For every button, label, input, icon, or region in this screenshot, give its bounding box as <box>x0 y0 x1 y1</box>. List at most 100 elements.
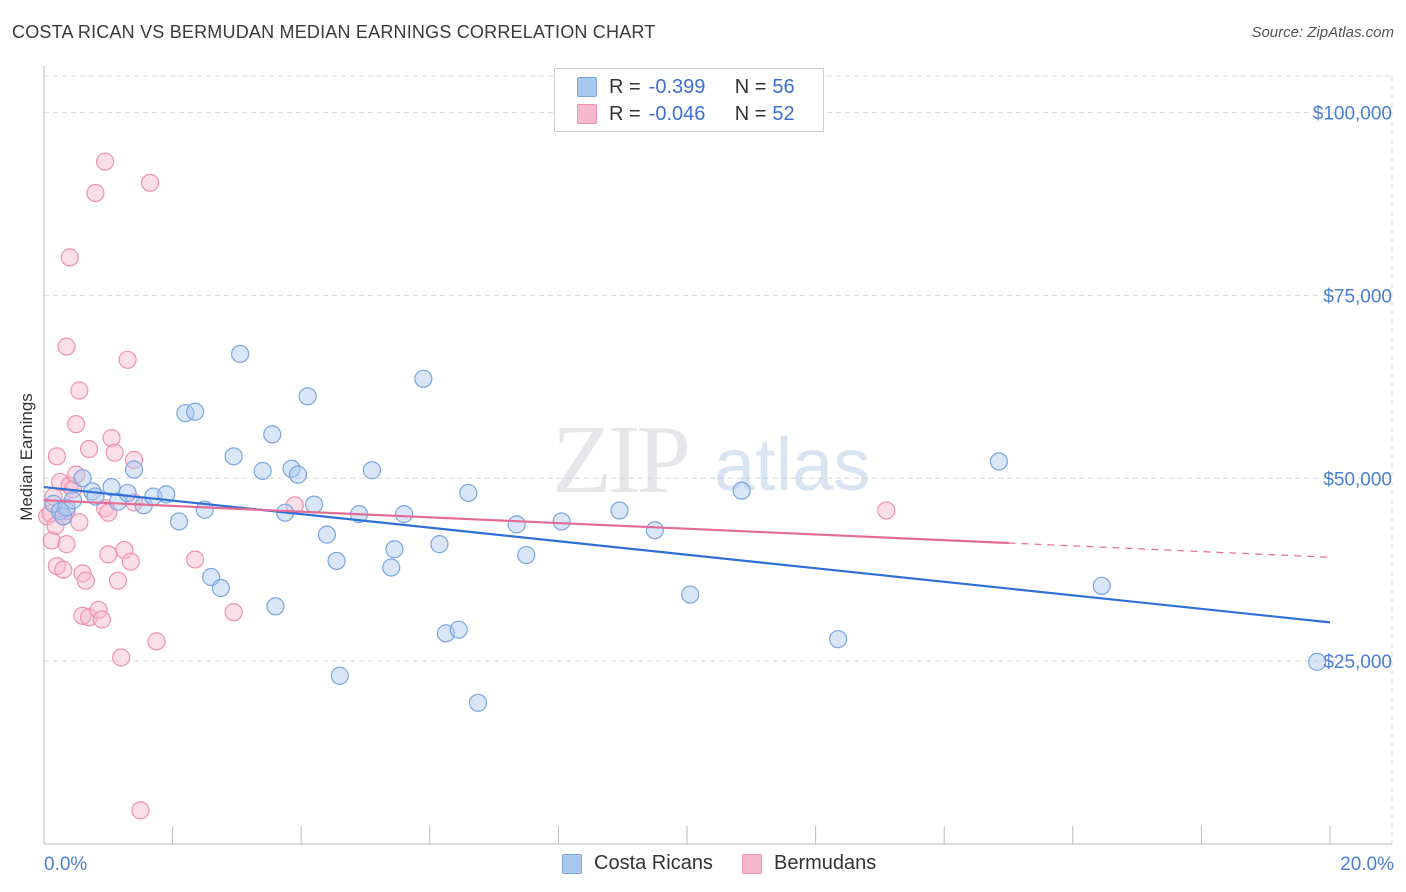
bermudan-point <box>131 801 150 820</box>
watermark-atlas: atlas <box>714 423 870 506</box>
legend-n-value: 56 <box>772 75 795 98</box>
legend-r-value: -0.399 <box>648 75 706 98</box>
y-tick-label: $25,000 <box>1323 652 1392 673</box>
y-tick-label: $50,000 <box>1323 469 1392 490</box>
bermudan-point <box>115 540 134 560</box>
legend-r-value: -0.046 <box>648 102 706 125</box>
costa-rican-point <box>231 344 250 364</box>
watermark: ZIP atlas <box>552 406 870 514</box>
costa-rican-point <box>263 425 282 444</box>
axes <box>43 66 1392 845</box>
legend-r-label: R = <box>609 102 641 125</box>
legend-item-bermudans[interactable]: Bermudans <box>742 852 876 875</box>
costa-rican-point <box>414 369 433 388</box>
bermudan-point <box>42 531 61 550</box>
costa-rican-point <box>304 495 324 514</box>
bermudan-point <box>60 248 79 267</box>
legend-r-label: R = <box>609 75 641 98</box>
legend-n-label: N = <box>734 75 767 98</box>
costa-rican-point <box>288 465 308 484</box>
bermudans-trend-line <box>43 499 1009 545</box>
costa-rican-point <box>610 501 629 520</box>
costa-rican-point <box>552 512 571 531</box>
bermudan-point <box>147 632 166 651</box>
bermudan-point <box>877 501 896 520</box>
bermudan-point <box>57 535 76 554</box>
costa-rican-point <box>327 551 346 571</box>
bermudan-point <box>99 545 118 564</box>
legend-row-costa-ricans: R = -0.399 N = 56 <box>577 75 795 99</box>
legend-swatch-blue <box>577 77 597 97</box>
bermudan-point <box>89 600 108 620</box>
watermark-zip: ZIP <box>552 406 687 514</box>
costa-rican-point <box>330 666 349 685</box>
bermudan-point <box>76 571 95 590</box>
costa-rican-point <box>118 483 137 503</box>
bermudan-point <box>124 450 144 470</box>
costa-rican-point <box>224 447 243 466</box>
costa-rican-point <box>362 461 382 480</box>
bermudan-point <box>224 603 243 622</box>
y-tick-label: $75,000 <box>1323 286 1392 307</box>
costa-rican-point <box>394 505 414 524</box>
x-tick-label-min: 0.0% <box>44 854 87 875</box>
costa-rican-point <box>186 402 205 421</box>
bermudan-point <box>186 550 205 569</box>
legend-row-bermudans: R = -0.046 N = 52 <box>577 102 795 126</box>
y-tick-label: $100,000 <box>1313 104 1392 125</box>
bermudan-point <box>140 173 160 192</box>
bermudan-point <box>79 439 99 459</box>
bermudan-point <box>105 443 124 462</box>
bermudan-point <box>118 350 137 369</box>
bermudans-trend-line-extension <box>1008 542 1331 558</box>
costa-rican-point <box>732 481 751 500</box>
costa-rican-point <box>73 469 92 488</box>
costa-rican-point <box>517 545 536 565</box>
costa-rican-point <box>645 521 664 540</box>
legend-label-costa-ricans: Costa Ricans <box>594 852 713 874</box>
costa-rican-point <box>829 630 848 649</box>
costa-rican-point <box>1308 652 1327 671</box>
bermudan-point <box>47 447 66 466</box>
bermudan-point <box>92 610 111 629</box>
costa-rican-point <box>1092 576 1111 595</box>
costa-rican-point <box>266 597 285 616</box>
bermudan-point <box>46 516 65 535</box>
costa-rican-point <box>430 535 449 554</box>
costa-rican-point <box>382 558 401 577</box>
legend-n-label: N = <box>734 102 767 125</box>
bermudan-point <box>57 337 76 356</box>
legend-label-bermudans: Bermudans <box>774 852 877 874</box>
trend-lines <box>43 485 1331 624</box>
costa-rican-point <box>211 578 230 598</box>
gridlines <box>44 75 1393 844</box>
legend-swatch-pink <box>577 104 597 124</box>
source-label: Source: ZipAtlas.com <box>1251 24 1394 41</box>
costa-rican-point <box>385 540 404 559</box>
costa-rican-point <box>176 404 195 423</box>
costa-rican-point <box>459 483 478 503</box>
series-legend: Costa Ricans Bermudans <box>0 852 1406 878</box>
costa-rican-point <box>317 525 337 544</box>
costa-rican-point <box>298 387 317 406</box>
costa-rican-point <box>124 460 144 479</box>
costa-rican-point <box>169 512 189 531</box>
y-tick-labels: $25,000 $50,000 $75,000 $100,000 <box>1313 104 1392 674</box>
bermudan-point <box>102 428 121 448</box>
legend-swatch-blue <box>562 853 582 874</box>
bermudan-point <box>86 183 105 203</box>
legend-item-costa-ricans[interactable]: Costa Ricans <box>562 852 713 875</box>
costa-rican-point <box>449 620 468 639</box>
bermudan-point <box>73 606 92 625</box>
bermudan-point <box>112 648 131 667</box>
costa-rican-point <box>507 515 526 534</box>
costa-rican-point <box>681 585 700 604</box>
correlation-legend: R = -0.399 N = 56 R = -0.046 N = 52 <box>554 68 824 132</box>
bermudan-point <box>108 571 128 590</box>
costa-rican-point <box>989 452 1008 471</box>
chart-title: COSTA RICAN VS BERMUDAN MEDIAN EARNINGS … <box>12 22 656 42</box>
x-tick-label-max: 20.0% <box>1340 854 1394 875</box>
legend-n-value: 52 <box>772 102 795 125</box>
bermudan-point <box>67 415 86 434</box>
